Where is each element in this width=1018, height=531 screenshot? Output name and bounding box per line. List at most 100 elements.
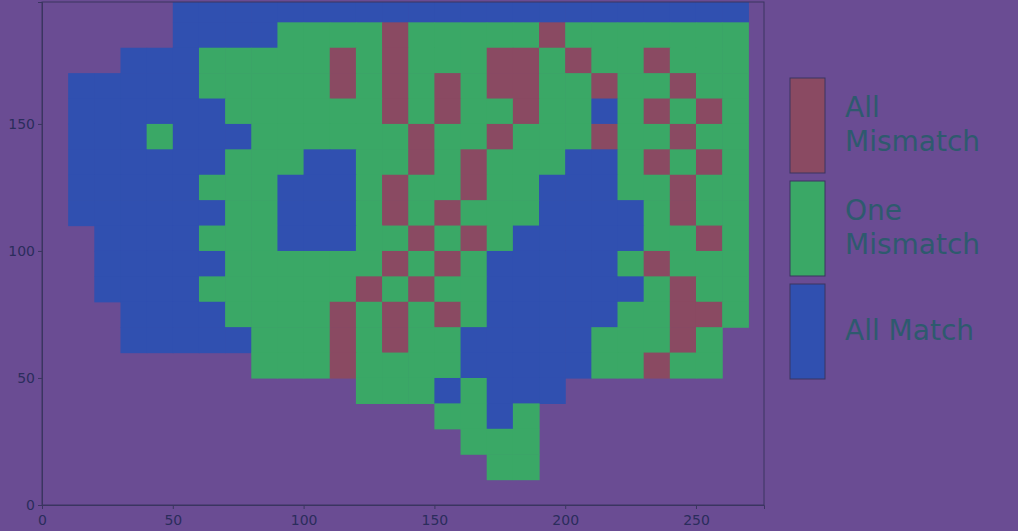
cell xyxy=(173,149,200,175)
cell xyxy=(408,200,435,226)
cell xyxy=(199,302,226,328)
cell xyxy=(591,353,618,379)
cell xyxy=(591,251,618,277)
cell xyxy=(539,378,566,404)
tick-mark xyxy=(696,505,697,509)
cell xyxy=(539,22,566,48)
cell xyxy=(94,200,121,226)
cell xyxy=(277,99,304,125)
cell xyxy=(147,276,174,302)
axis-line xyxy=(43,506,765,510)
cell xyxy=(487,454,514,480)
cell xyxy=(513,454,540,480)
legend-swatch xyxy=(790,181,825,276)
cell xyxy=(251,99,278,125)
cell xyxy=(644,2,671,23)
cell xyxy=(304,124,331,150)
cell xyxy=(251,353,278,379)
cell xyxy=(330,2,357,23)
cell xyxy=(408,302,435,328)
cell xyxy=(618,276,645,302)
legend-label: OneMismatch xyxy=(845,194,980,261)
cell xyxy=(225,2,252,23)
cell xyxy=(487,200,514,226)
cell xyxy=(461,226,488,252)
cell xyxy=(408,22,435,48)
legend: AllMismatchOneMismatchAll Match xyxy=(790,78,980,379)
cell xyxy=(199,124,226,150)
cell xyxy=(618,2,645,23)
cell xyxy=(618,48,645,74)
cell xyxy=(68,124,95,150)
cell xyxy=(120,327,147,353)
cell xyxy=(644,99,671,125)
cell xyxy=(251,302,278,328)
cell xyxy=(120,175,147,201)
tick-mark xyxy=(38,505,42,506)
cell xyxy=(147,200,174,226)
cell xyxy=(434,302,461,328)
cell xyxy=(277,149,304,175)
cell xyxy=(722,302,749,328)
cell xyxy=(94,276,121,302)
cell xyxy=(330,99,357,125)
cell xyxy=(225,175,252,201)
cell xyxy=(670,302,697,328)
cell xyxy=(304,353,331,379)
cells xyxy=(68,2,749,480)
cell xyxy=(618,73,645,99)
cell xyxy=(461,276,488,302)
cell xyxy=(696,149,723,175)
cell xyxy=(644,22,671,48)
cell xyxy=(225,22,252,48)
cell xyxy=(94,99,121,125)
cell xyxy=(173,73,200,99)
cell xyxy=(277,226,304,252)
cell xyxy=(487,22,514,48)
cell xyxy=(251,327,278,353)
cell xyxy=(513,200,540,226)
cell xyxy=(670,99,697,125)
cell xyxy=(722,175,749,201)
cell xyxy=(513,226,540,252)
cell xyxy=(408,149,435,175)
cell xyxy=(487,149,514,175)
tick-mark xyxy=(434,505,435,509)
cell xyxy=(120,149,147,175)
cell xyxy=(356,99,383,125)
cell xyxy=(434,73,461,99)
tick: 0 xyxy=(38,505,47,528)
cell xyxy=(618,149,645,175)
cell xyxy=(251,149,278,175)
cell xyxy=(408,73,435,99)
cell xyxy=(565,226,592,252)
tick-label: 0 xyxy=(38,512,47,528)
cell xyxy=(461,149,488,175)
axis-line xyxy=(38,3,43,506)
cell xyxy=(120,226,147,252)
cell xyxy=(304,2,331,23)
cell xyxy=(277,124,304,150)
cell xyxy=(565,149,592,175)
cell xyxy=(513,429,540,455)
cell xyxy=(487,73,514,99)
cell xyxy=(382,48,409,74)
cell xyxy=(304,175,331,201)
cell xyxy=(251,73,278,99)
cell xyxy=(722,48,749,74)
cell xyxy=(382,251,409,277)
legend-label: All Match xyxy=(845,314,974,347)
cell xyxy=(277,302,304,328)
cell xyxy=(539,226,566,252)
cell xyxy=(539,2,566,23)
cell xyxy=(304,22,331,48)
cell xyxy=(618,175,645,201)
cell xyxy=(434,175,461,201)
cell xyxy=(330,48,357,74)
cell xyxy=(513,124,540,150)
cell xyxy=(277,251,304,277)
cell xyxy=(696,99,723,125)
cell xyxy=(68,175,95,201)
cell xyxy=(382,276,409,302)
cell xyxy=(251,226,278,252)
